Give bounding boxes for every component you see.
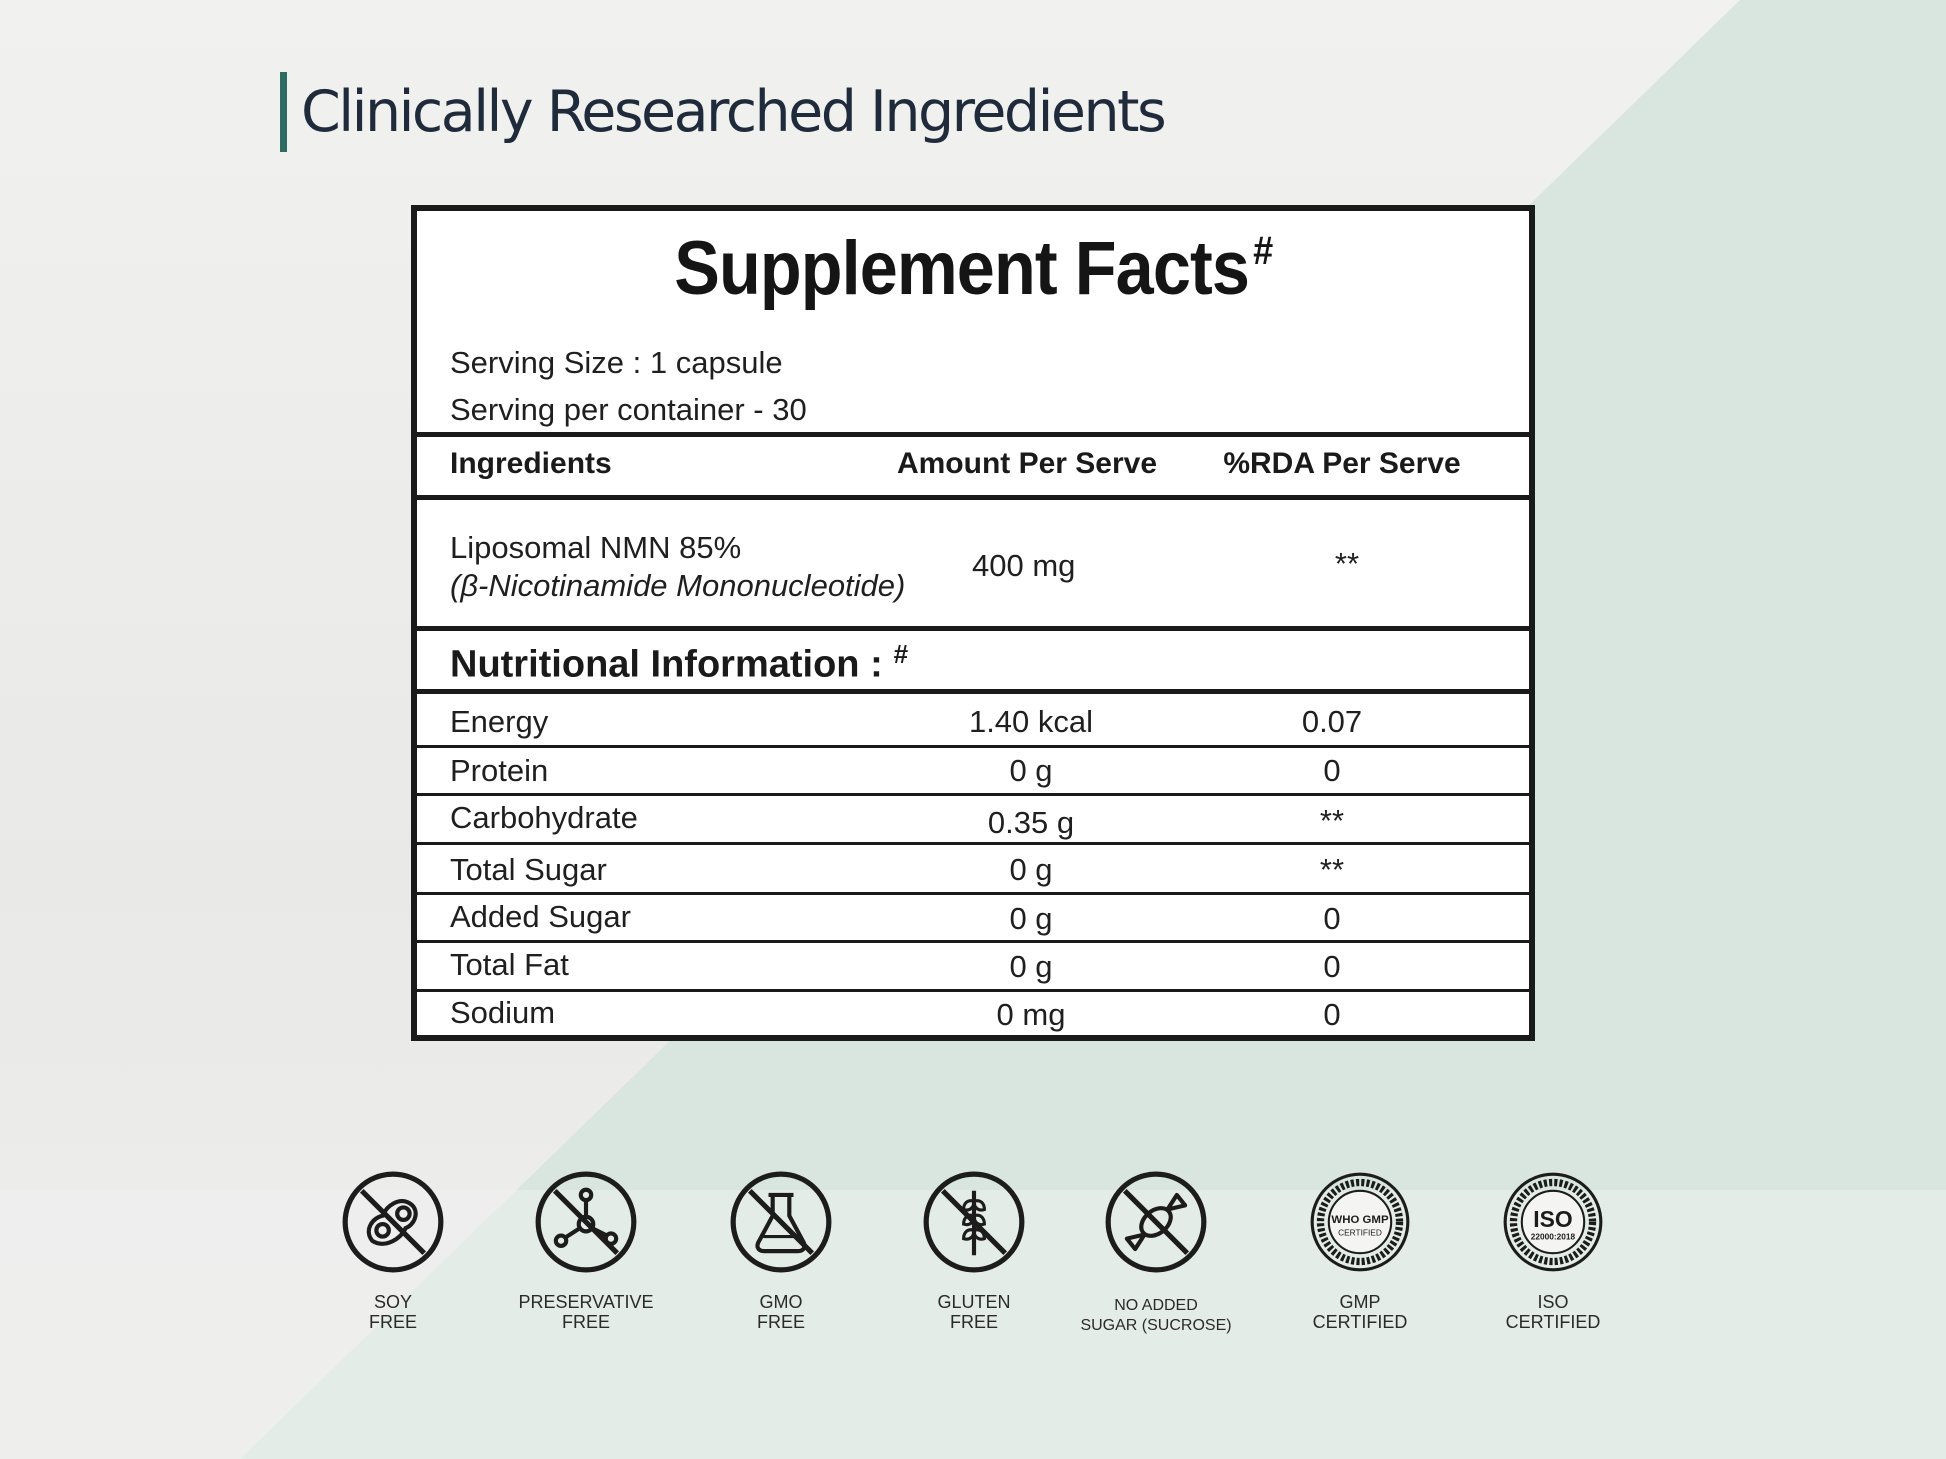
nutrition-name: Total Fat <box>450 947 569 982</box>
gmp-seal-sub: CERTIFIED <box>1338 1228 1382 1238</box>
badge-no-added-sugar: NO ADDED SUGAR (SUCROSE) <box>1076 1170 1236 1336</box>
certification-badges: SOY FREE PRESERVATIVE FREE GMO FREE <box>0 1170 1946 1350</box>
nutrition-rda: ** <box>1319 852 1345 887</box>
badge-iso-certified: ISO 22000:2018 ISO CERTIFIED <box>1473 1170 1633 1332</box>
nutrition-rda: ** <box>1319 803 1345 838</box>
heading-text: Clinically Researched Ingredients <box>301 79 1167 145</box>
nutrition-rda: 0 <box>1323 997 1341 1032</box>
divider <box>417 989 1529 992</box>
nutrition-name: Added Sugar <box>450 899 631 934</box>
badge-label: GMP CERTIFIED <box>1312 1292 1408 1332</box>
nutrition-rda: 0.07 <box>1301 704 1363 739</box>
badge-gmo-free: GMO FREE <box>701 1170 861 1332</box>
facts-title-text: Supplement Facts <box>674 226 1250 311</box>
serving-size: Serving Size : 1 capsule <box>450 345 783 380</box>
divider <box>417 793 1529 796</box>
nutrition-name: Carbohydrate <box>450 800 638 835</box>
facts-header: Supplement Facts# Serving Size : 1 capsu… <box>417 211 1529 436</box>
badge-label: GMO FREE <box>756 1292 805 1332</box>
nutrition-rda: 0 <box>1323 949 1341 984</box>
divider <box>417 842 1529 845</box>
iso-seal-sub: 22000:2018 <box>1531 1232 1576 1242</box>
badge-gmp-certified: WHO GMP CERTIFIED GMP CERTIFIED <box>1280 1170 1440 1332</box>
nutrition-amount: 0 mg <box>996 997 1066 1032</box>
supplement-facts-panel: Supplement Facts# Serving Size : 1 capsu… <box>411 205 1535 1041</box>
column-header-rda: %RDA Per Serve <box>1223 447 1461 480</box>
nutrition-name: Protein <box>450 753 549 788</box>
nutrition-title: Nutritional Information : # <box>450 639 908 687</box>
nutrition-amount: 0 g <box>1009 852 1053 887</box>
ingredient-amount: 400 mg <box>972 548 1076 583</box>
nutrition-name: Total Sugar <box>450 852 607 887</box>
gmp-seal-text: WHO GMP <box>1331 1214 1389 1226</box>
divider <box>417 432 1529 437</box>
divider <box>417 940 1529 943</box>
nutrition-rda: 0 <box>1323 753 1341 788</box>
section-heading: Clinically Researched Ingredients <box>280 72 1167 152</box>
nutrition-name: Energy <box>450 704 549 739</box>
divider <box>417 689 1529 694</box>
nutrition-amount: 0.35 g <box>987 805 1075 840</box>
badge-gluten-free: GLUTEN FREE <box>894 1170 1054 1332</box>
nutrition-amount: 0 g <box>1009 901 1053 936</box>
divider <box>417 626 1529 631</box>
column-header-amount: Amount Per Serve <box>896 447 1158 480</box>
badge-label: NO ADDED SUGAR (SUCROSE) <box>1080 1297 1232 1334</box>
ingredient-name: Liposomal NMN 85% (β-Nicotinamide Mononu… <box>450 529 905 605</box>
nutrition-title-text: Nutritional Information : <box>450 643 883 686</box>
badge-soy-free: SOY FREE <box>313 1170 473 1332</box>
divider <box>417 495 1529 500</box>
badge-label: SOY FREE <box>368 1292 417 1332</box>
badge-label: GLUTEN FREE <box>937 1292 1011 1332</box>
iso-seal-text: ISO <box>1533 1206 1572 1232</box>
facts-title-mark: # <box>1252 229 1273 273</box>
nutrition-rda: 0 <box>1323 901 1341 936</box>
nutrition-amount: 0 g <box>1009 949 1053 984</box>
column-header-ingredients: Ingredients <box>450 447 612 480</box>
badge-label: ISO CERTIFIED <box>1505 1292 1601 1332</box>
nutrition-name: Sodium <box>450 995 556 1030</box>
nutrition-amount: 0 g <box>1009 753 1053 788</box>
ingredient-name-text: Liposomal NMN 85% <box>450 530 742 565</box>
candy-icon <box>1105 1171 1207 1273</box>
nutrition-amount: 1.40 kcal <box>968 704 1094 739</box>
ingredient-subname: (β-Nicotinamide Mononucleotide) <box>450 568 906 603</box>
gmp-seal-icon: WHO GMP CERTIFIED <box>1310 1172 1410 1272</box>
preservative-icon <box>535 1171 637 1273</box>
soy-icon <box>342 1171 444 1273</box>
badge-label: PRESERVATIVE FREE <box>518 1292 654 1332</box>
iso-seal-icon: ISO 22000:2018 <box>1503 1172 1603 1272</box>
heading-accent-bar <box>280 72 287 152</box>
gmo-flask-icon <box>730 1171 832 1273</box>
badge-preservative-free: PRESERVATIVE FREE <box>506 1170 666 1332</box>
divider <box>417 745 1529 748</box>
facts-title: Supplement Facts# <box>473 225 1474 312</box>
divider <box>417 892 1529 895</box>
nutrition-title-mark: # <box>893 639 908 669</box>
gluten-wheat-icon <box>923 1171 1025 1273</box>
servings-per-container: Serving per container - 30 <box>450 392 807 427</box>
ingredient-rda: ** <box>1334 546 1360 581</box>
